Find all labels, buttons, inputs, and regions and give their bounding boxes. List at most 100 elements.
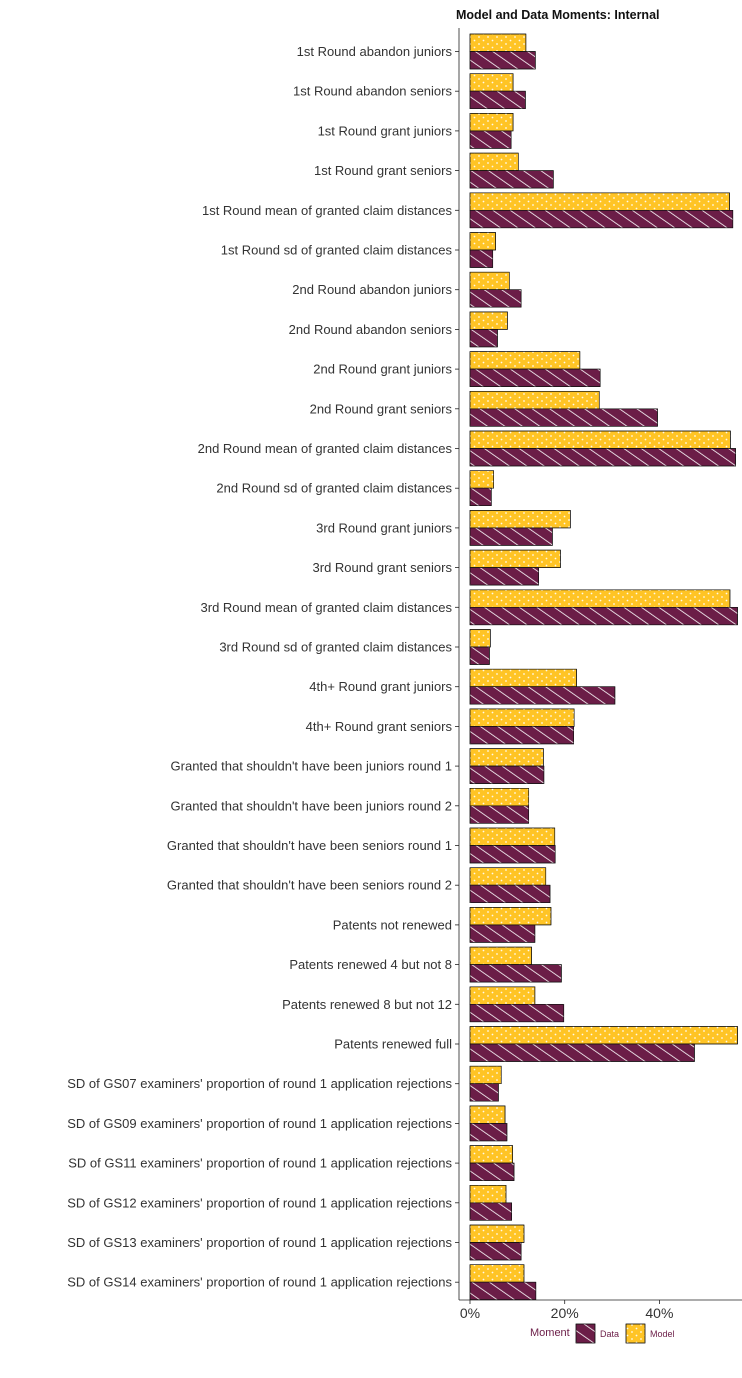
bar-model bbox=[469, 708, 575, 727]
category-label: 3rd Round grant juniors bbox=[316, 520, 452, 535]
bar-data bbox=[469, 51, 536, 70]
bar-data bbox=[469, 90, 526, 109]
bar-data bbox=[469, 1123, 508, 1142]
bar-data bbox=[469, 805, 530, 824]
bar-data bbox=[469, 567, 539, 586]
category-label: SD of GS13 examiners' proportion of roun… bbox=[67, 1235, 452, 1250]
category-label: 1st Round grant juniors bbox=[318, 123, 453, 138]
bar-model bbox=[469, 430, 731, 449]
category-label: 2nd Round mean of granted claim distance… bbox=[198, 441, 453, 456]
bar-model bbox=[469, 1185, 507, 1204]
legend-label-model: Model bbox=[650, 1329, 675, 1339]
bar-data bbox=[469, 448, 736, 467]
legend-label-data: Data bbox=[600, 1329, 619, 1339]
bar-data bbox=[469, 289, 522, 308]
bar-data bbox=[469, 1202, 512, 1221]
bar-data bbox=[469, 884, 551, 904]
category-label: 1st Round sd of granted claim distances bbox=[221, 243, 453, 258]
x-tick-label: 20% bbox=[551, 1305, 579, 1321]
bar-data bbox=[469, 1162, 515, 1181]
bar-model bbox=[469, 787, 530, 807]
bar-model bbox=[469, 1065, 502, 1084]
category-label: 2nd Round grant seniors bbox=[310, 401, 453, 416]
bar-data bbox=[469, 1281, 537, 1300]
bar-model bbox=[469, 1105, 506, 1124]
bar-model bbox=[469, 549, 561, 568]
category-label: 1st Round abandon seniors bbox=[293, 84, 453, 99]
chart-title: Model and Data Moments: Internal bbox=[456, 8, 660, 22]
category-label: 3rd Round sd of granted claim distances bbox=[219, 640, 452, 655]
category-label: SD of GS07 examiners' proportion of roun… bbox=[67, 1076, 452, 1091]
bar-data bbox=[469, 329, 498, 348]
category-label: SD of GS09 examiners' proportion of roun… bbox=[67, 1116, 452, 1131]
bar-model bbox=[469, 986, 536, 1005]
bar-data bbox=[469, 726, 574, 745]
category-label: 2nd Round abandon seniors bbox=[289, 322, 453, 337]
bar-model bbox=[469, 192, 730, 211]
category-label: 1st Round abandon juniors bbox=[297, 44, 453, 59]
category-label: Granted that shouldn't have been juniors… bbox=[171, 759, 452, 774]
legend-title: Moment bbox=[530, 1327, 570, 1339]
category-label: Patents renewed 8 but not 12 bbox=[282, 997, 452, 1012]
bar-data bbox=[469, 1003, 565, 1023]
bar-data bbox=[469, 1043, 695, 1062]
bar-data bbox=[469, 130, 512, 149]
bar-model bbox=[469, 33, 527, 52]
bar-data bbox=[469, 408, 658, 427]
bar-model bbox=[469, 113, 514, 132]
category-label: SD of GS12 examiners' proportion of roun… bbox=[67, 1195, 452, 1210]
bar-model bbox=[469, 271, 510, 291]
plot-area: 1st Round abandon juniors 1st Round aband… bbox=[67, 28, 742, 1321]
bar-model bbox=[469, 390, 600, 410]
category-label: SD of GS14 examiners' proportion of roun… bbox=[67, 1275, 452, 1290]
category-label: 2nd Round grant juniors bbox=[313, 362, 452, 377]
bar-model bbox=[469, 73, 514, 92]
x-tick-label: 40% bbox=[645, 1305, 673, 1321]
bar-data bbox=[469, 170, 554, 189]
bar-model bbox=[469, 589, 731, 608]
category-label: Granted that shouldn't have been seniors… bbox=[167, 878, 452, 893]
bar-data bbox=[469, 765, 545, 784]
category-label: 4th+ Round grant seniors bbox=[306, 719, 453, 734]
bar-model bbox=[469, 1026, 738, 1045]
bar-data bbox=[469, 646, 490, 665]
bar-data bbox=[469, 606, 738, 626]
bar-model bbox=[469, 668, 577, 688]
category-label: 2nd Round abandon juniors bbox=[292, 282, 452, 297]
legend-key-model bbox=[625, 1323, 646, 1344]
bar-model bbox=[469, 629, 491, 648]
bar-data bbox=[469, 686, 616, 705]
category-label: Granted that shouldn't have been juniors… bbox=[171, 798, 452, 813]
bar-data bbox=[469, 210, 734, 229]
bar-model bbox=[469, 1224, 525, 1243]
bar-data bbox=[469, 527, 553, 546]
bar-data bbox=[469, 1083, 499, 1102]
bar-data bbox=[469, 249, 494, 268]
bar-model bbox=[469, 867, 547, 886]
bar-model bbox=[469, 470, 494, 489]
bar-model bbox=[469, 946, 532, 965]
bar-model bbox=[469, 1264, 525, 1283]
bar-data bbox=[469, 924, 536, 943]
category-label: 4th+ Round grant juniors bbox=[309, 679, 452, 694]
category-label: 3rd Round grant seniors bbox=[313, 560, 453, 575]
category-label: 1st Round mean of granted claim distance… bbox=[202, 203, 453, 218]
bar-model bbox=[469, 907, 552, 926]
category-label: 3rd Round mean of granted claim distance… bbox=[201, 600, 453, 615]
category-label: Patents not renewed bbox=[333, 917, 452, 932]
bar-data bbox=[469, 964, 562, 983]
bar-data bbox=[469, 487, 492, 507]
bar-data bbox=[469, 1242, 522, 1261]
bar-model bbox=[469, 827, 556, 846]
bar-model bbox=[469, 351, 581, 370]
bar-data bbox=[469, 368, 601, 387]
bar-model bbox=[469, 232, 496, 251]
bar-model bbox=[469, 748, 544, 767]
legend: Moment Data Model bbox=[530, 1323, 675, 1344]
category-label: Patents renewed full bbox=[334, 1037, 452, 1052]
bar-model bbox=[469, 1145, 513, 1164]
category-label: Granted that shouldn't have been seniors… bbox=[167, 838, 452, 853]
bar-model bbox=[469, 311, 508, 330]
category-label: Patents renewed 4 but not 8 bbox=[289, 957, 452, 972]
bar-data bbox=[469, 845, 556, 864]
